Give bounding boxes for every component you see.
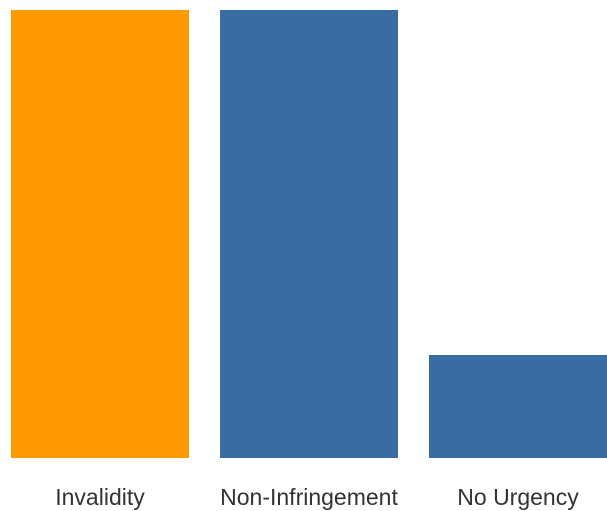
bar-invalidity bbox=[11, 10, 189, 458]
x-tick-label: No Urgency bbox=[457, 484, 579, 510]
category-labels-group: Invalidity Non-Infringement No Urgency bbox=[55, 484, 579, 510]
bar-non-infringement bbox=[220, 10, 398, 458]
bars-group bbox=[11, 10, 607, 458]
bar-no-urgency bbox=[429, 355, 607, 458]
x-tick-label: Non-Infringement bbox=[220, 484, 398, 510]
x-tick-label: Invalidity bbox=[55, 484, 145, 510]
